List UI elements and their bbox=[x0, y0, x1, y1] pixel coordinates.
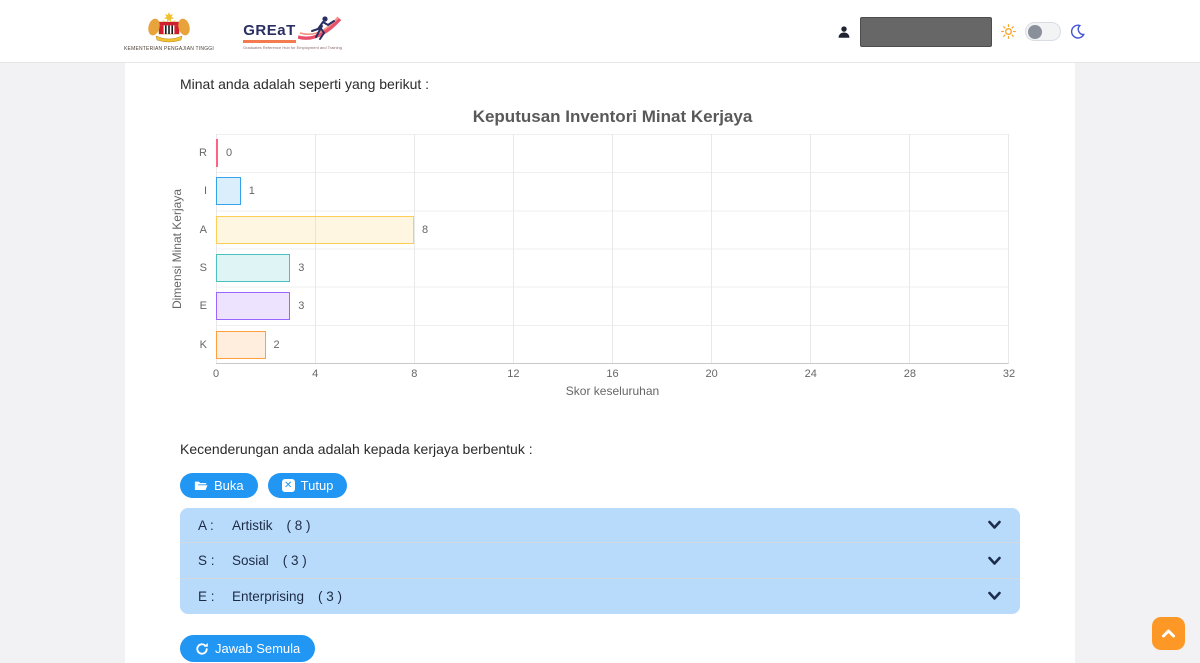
bar-value-label: 2 bbox=[273, 338, 280, 351]
chevron-down-icon[interactable] bbox=[987, 555, 1002, 567]
accordion-code: S : bbox=[198, 553, 215, 569]
y-axis-category-label: I bbox=[203, 185, 207, 198]
intro-text: Minat anda adalah seperti yang berikut : bbox=[180, 76, 430, 92]
user-icon bbox=[838, 25, 850, 38]
bar-value-label: 0 bbox=[226, 147, 233, 160]
x-axis-tick-label: 32 bbox=[1002, 368, 1016, 380]
tendency-text: Kecenderungan anda adalah kepada kerjaya… bbox=[180, 441, 533, 457]
y-axis-category-label: E bbox=[199, 300, 207, 313]
redo-icon bbox=[196, 642, 208, 655]
accordion-score: ( 8 ) bbox=[286, 517, 311, 533]
chart-bar bbox=[216, 254, 291, 283]
open-all-button[interactable]: Buka bbox=[180, 473, 258, 498]
chart-bar bbox=[216, 139, 218, 168]
chevron-down-icon[interactable] bbox=[987, 590, 1002, 602]
y-axis-title: Dimensi Minat Kerjaya bbox=[170, 188, 184, 310]
chevron-up-icon bbox=[1162, 629, 1175, 638]
accordion-name: Artistik bbox=[232, 517, 273, 533]
bar-value-label: 1 bbox=[248, 185, 255, 198]
bar-value-label: 3 bbox=[298, 262, 305, 275]
chart-bar-row: 2 bbox=[216, 326, 1008, 364]
chart-bar bbox=[216, 177, 241, 206]
chart-bar bbox=[216, 330, 266, 359]
great-logo[interactable]: GREaT Graduates Reference Hub for Employ… bbox=[243, 13, 342, 50]
retry-button[interactable]: Jawab Semula bbox=[180, 635, 316, 663]
career-type-accordion: A : Artistik ( 8 ) S : Sosial ( 3 ) E : … bbox=[180, 508, 1020, 615]
accordion-item-artistik[interactable]: A : Artistik ( 8 ) bbox=[180, 508, 1020, 544]
x-axis-tick-label: 20 bbox=[705, 368, 718, 380]
header-logos: KEMENTERIAN PENGAJIAN TINGGI GREaT Gradu… bbox=[124, 0, 342, 63]
moon-icon bbox=[1070, 24, 1085, 39]
great-runner-icon bbox=[297, 16, 341, 40]
open-all-label: Buka bbox=[214, 478, 244, 493]
accordion-name: Enterprising bbox=[232, 588, 305, 604]
sun-icon bbox=[1001, 24, 1016, 39]
ministry-logo-label: KEMENTERIAN PENGAJIAN TINGGI bbox=[124, 46, 214, 52]
user-name-redacted bbox=[860, 16, 992, 47]
accordion-name: Sosial bbox=[232, 553, 269, 569]
accordion-controls: Buka ✕ Tutup bbox=[180, 473, 1020, 498]
chart-title: Keputusan Inventori Minat Kerjaya bbox=[472, 107, 753, 126]
accordion-item-enterprising[interactable]: E : Enterprising ( 3 ) bbox=[180, 578, 1020, 615]
x-axis-tick-label: 4 bbox=[312, 368, 319, 380]
y-axis-category-label: S bbox=[199, 262, 207, 275]
x-axis-tick-label: 28 bbox=[903, 368, 916, 380]
chart-bar bbox=[216, 215, 414, 244]
chevron-down-icon[interactable] bbox=[987, 519, 1002, 531]
x-axis-title: Skor keseluruhan bbox=[565, 384, 660, 398]
x-axis-tick-label: 8 bbox=[411, 368, 418, 380]
chart-bar-row: 8 bbox=[216, 211, 1008, 249]
ministry-logo[interactable]: KEMENTERIAN PENGAJIAN TINGGI bbox=[124, 11, 214, 52]
close-all-button[interactable]: ✕ Tutup bbox=[267, 473, 348, 498]
accordion-item-sosial[interactable]: S : Sosial ( 3 ) bbox=[180, 543, 1020, 579]
x-axis-tick-label: 0 bbox=[212, 368, 220, 380]
app-header: KEMENTERIAN PENGAJIAN TINGGI GREaT Gradu… bbox=[0, 0, 1200, 63]
chart-x-ticks: 0 4 8 12 16 20 24 28 32 bbox=[212, 364, 1015, 380]
malaysia-coat-of-arms-icon bbox=[148, 12, 190, 43]
y-axis-category-label: R bbox=[199, 147, 207, 160]
y-axis-category-label: A bbox=[199, 223, 207, 236]
accordion-code: A : bbox=[198, 517, 214, 533]
chart-bar-row: 0 bbox=[216, 134, 1008, 172]
great-logo-text: GREaT bbox=[243, 22, 296, 43]
close-all-label: Tutup bbox=[300, 478, 334, 493]
accordion-score: ( 3 ) bbox=[318, 588, 343, 604]
header-user-area bbox=[837, 0, 1085, 63]
y-axis-category-label: K bbox=[199, 338, 207, 351]
scroll-to-top-button[interactable] bbox=[1152, 617, 1185, 650]
interest-inventory-chart: Keputusan Inventori Minat Kerjaya Dimens… bbox=[168, 107, 1020, 398]
x-axis-tick-label: 16 bbox=[606, 368, 619, 380]
chart-bar-row: 1 bbox=[216, 172, 1008, 210]
chart-category-labels: R I A S E K bbox=[186, 134, 216, 364]
x-axis-tick-label: 24 bbox=[804, 368, 817, 380]
theme-toggle-knob bbox=[1028, 24, 1042, 39]
chart-plot: 0 1 8 3 3 2 bbox=[216, 134, 1009, 364]
folder-open-icon bbox=[194, 481, 208, 490]
theme-toggle-switch[interactable] bbox=[1025, 22, 1061, 41]
chart-bar-row: 3 bbox=[216, 287, 1008, 325]
close-square-icon: ✕ bbox=[281, 479, 295, 492]
bar-value-label: 8 bbox=[422, 223, 429, 236]
bar-value-label: 3 bbox=[298, 300, 305, 313]
great-logo-tagline: Graduates Reference Hub for Employment a… bbox=[243, 45, 342, 50]
chart-bar bbox=[216, 292, 291, 321]
chart-bar-row: 3 bbox=[216, 249, 1008, 287]
accordion-code: E : bbox=[198, 588, 215, 604]
x-axis-tick-label: 12 bbox=[507, 368, 520, 380]
retry-label: Jawab Semula bbox=[215, 641, 301, 657]
result-card: Minat anda adalah seperti yang berikut :… bbox=[125, 63, 1075, 663]
accordion-score: ( 3 ) bbox=[282, 553, 307, 569]
